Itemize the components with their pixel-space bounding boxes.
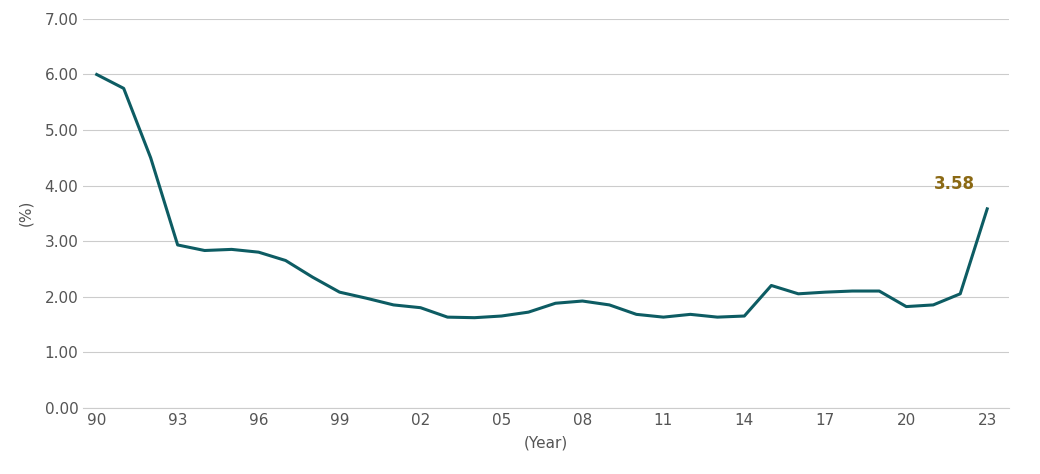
Text: 3.58: 3.58 — [934, 175, 976, 193]
X-axis label: (Year): (Year) — [524, 436, 568, 451]
Y-axis label: (%): (%) — [19, 200, 33, 227]
